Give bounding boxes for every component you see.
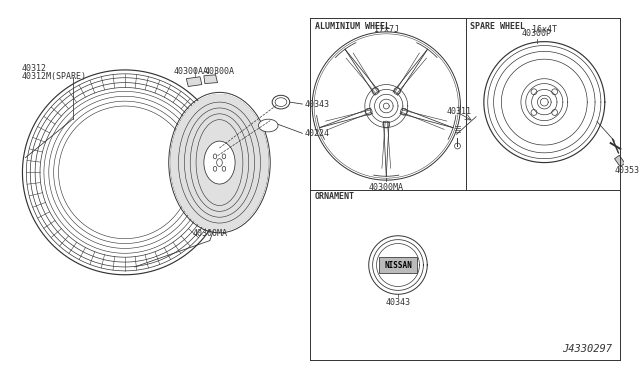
- Bar: [614, 155, 625, 167]
- Text: 40300A: 40300A: [205, 67, 235, 76]
- Ellipse shape: [213, 166, 217, 171]
- Ellipse shape: [170, 94, 269, 231]
- Circle shape: [552, 89, 557, 95]
- Circle shape: [531, 109, 537, 115]
- Text: 40312: 40312: [22, 64, 47, 73]
- Text: 40300AA: 40300AA: [173, 67, 209, 76]
- Ellipse shape: [222, 154, 226, 159]
- Ellipse shape: [222, 166, 226, 171]
- Circle shape: [372, 87, 379, 94]
- Ellipse shape: [272, 95, 290, 109]
- Ellipse shape: [217, 159, 222, 167]
- Text: J4330297: J4330297: [563, 344, 612, 354]
- Text: NISSAN: NISSAN: [384, 260, 412, 269]
- Text: 40312M(SPARE): 40312M(SPARE): [22, 72, 86, 81]
- Circle shape: [383, 121, 390, 128]
- Text: ALUMINIUM WHEEL: ALUMINIUM WHEEL: [315, 22, 390, 31]
- Text: 40311: 40311: [447, 108, 472, 116]
- Text: 40353: 40353: [614, 166, 639, 175]
- Text: 16x4T: 16x4T: [532, 25, 557, 34]
- Text: 17x7J: 17x7J: [374, 25, 399, 34]
- Text: 40343: 40343: [385, 298, 410, 307]
- Text: 40300MA: 40300MA: [192, 229, 227, 238]
- Text: 40300P: 40300P: [522, 29, 552, 38]
- Text: ORNAMENT: ORNAMENT: [315, 192, 355, 201]
- Circle shape: [552, 109, 557, 115]
- Text: SPARE WHEEL: SPARE WHEEL: [470, 22, 525, 31]
- Circle shape: [365, 108, 372, 115]
- Polygon shape: [204, 75, 218, 84]
- Text: 40300MA: 40300MA: [369, 183, 404, 192]
- Circle shape: [401, 108, 407, 115]
- Bar: [380, 257, 417, 273]
- Circle shape: [394, 87, 401, 94]
- Ellipse shape: [275, 98, 287, 106]
- Ellipse shape: [204, 141, 235, 184]
- Text: 40343: 40343: [305, 100, 330, 109]
- Circle shape: [454, 143, 460, 149]
- Polygon shape: [61, 108, 189, 237]
- Ellipse shape: [259, 119, 278, 132]
- Text: 40224: 40224: [305, 129, 330, 138]
- Ellipse shape: [213, 154, 217, 159]
- Polygon shape: [186, 77, 202, 87]
- Circle shape: [531, 89, 537, 95]
